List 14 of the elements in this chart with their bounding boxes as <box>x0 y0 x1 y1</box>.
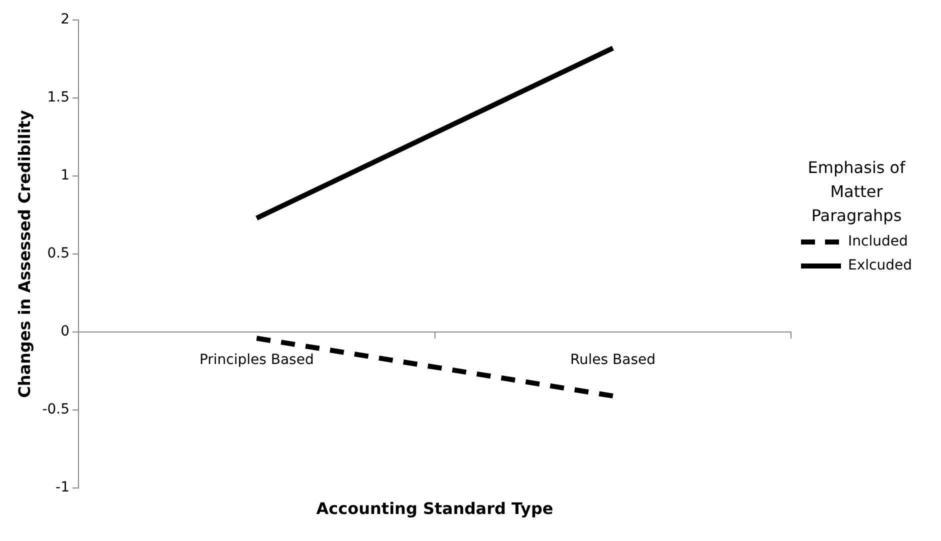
y-tick-label: 1 <box>60 168 70 184</box>
y-tick-label: -1 <box>56 480 70 496</box>
y-tick-label: 2 <box>60 12 70 28</box>
legend-title: Emphasis of Matter Paragrahps <box>808 158 906 226</box>
y-tick-label: -0.5 <box>42 402 70 418</box>
y-tick-label: 0.5 <box>47 246 70 262</box>
x-axis-title: Accounting Standard Type <box>316 499 554 518</box>
y-axis-title: Changes in Assessed Credibility <box>14 110 34 398</box>
x-tick-label: Rules Based <box>570 352 656 368</box>
y-tick-label: 1.5 <box>47 90 70 106</box>
y-tick-label: 0 <box>60 324 70 340</box>
legend-label: Included <box>848 234 908 250</box>
x-tick-label: Principles Based <box>199 352 314 368</box>
legend-label: Exlcuded <box>848 258 912 274</box>
